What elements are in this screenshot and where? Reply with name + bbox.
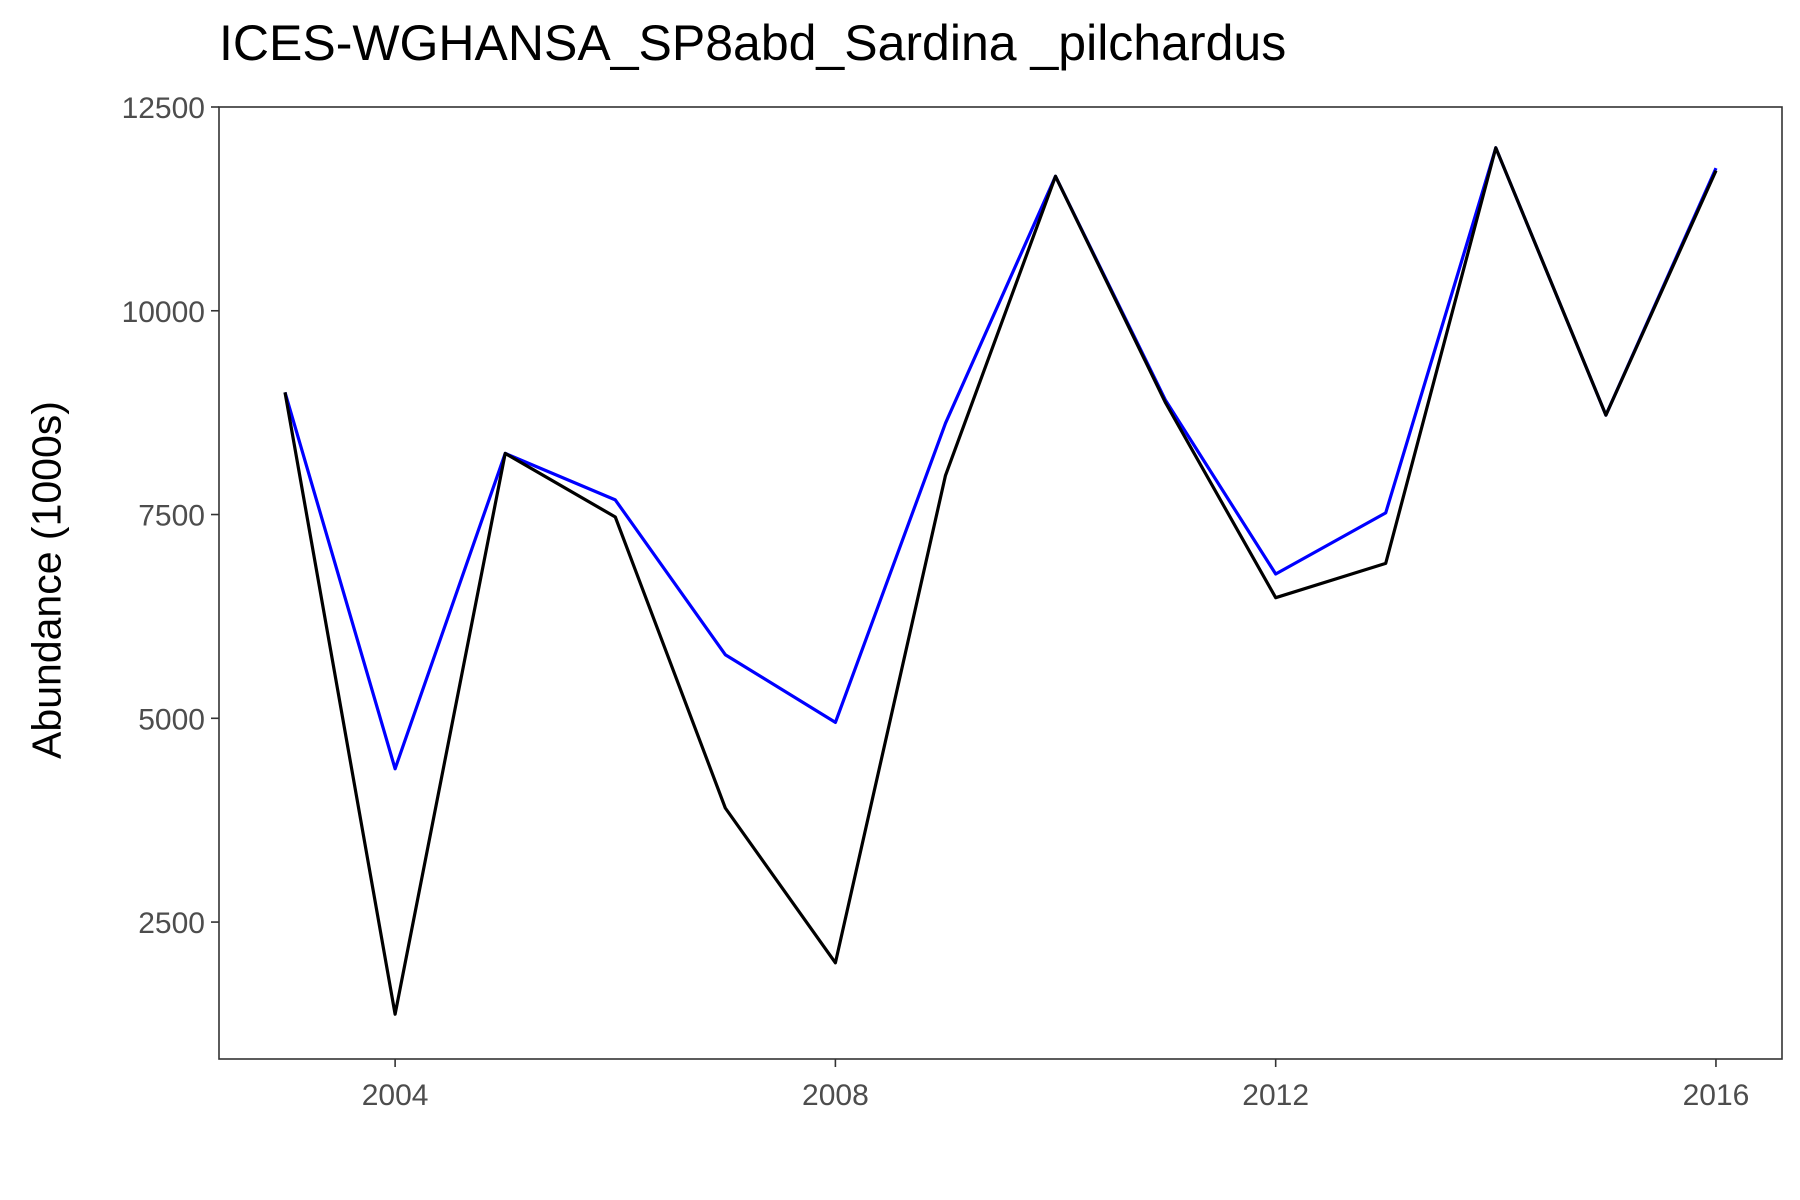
- y-tick-label: 2500: [138, 907, 205, 940]
- x-tick-label: 2016: [1683, 1079, 1750, 1112]
- x-axis: 2004 2008 2012 2016: [362, 1059, 1750, 1112]
- series-line-1: [283, 146, 1718, 771]
- plot-panel: [218, 106, 1783, 1060]
- series-line-2: [283, 146, 1718, 1016]
- x-tick-label: 2004: [362, 1079, 429, 1112]
- series-layer: [283, 146, 1718, 1016]
- chart-title: ICES-WGHANSA_SP8abd_Sardina _pilchardus: [219, 15, 1287, 71]
- y-tick-label: 12500: [122, 92, 205, 125]
- x-tick-label: 2008: [802, 1079, 869, 1112]
- y-tick-label: 5000: [138, 703, 205, 736]
- x-tick-label: 2012: [1242, 1079, 1309, 1112]
- y-tick-label: 10000: [122, 296, 205, 329]
- y-tick-label: 7500: [138, 500, 205, 533]
- y-axis: 2500 5000 7500 10000 12500: [122, 92, 219, 940]
